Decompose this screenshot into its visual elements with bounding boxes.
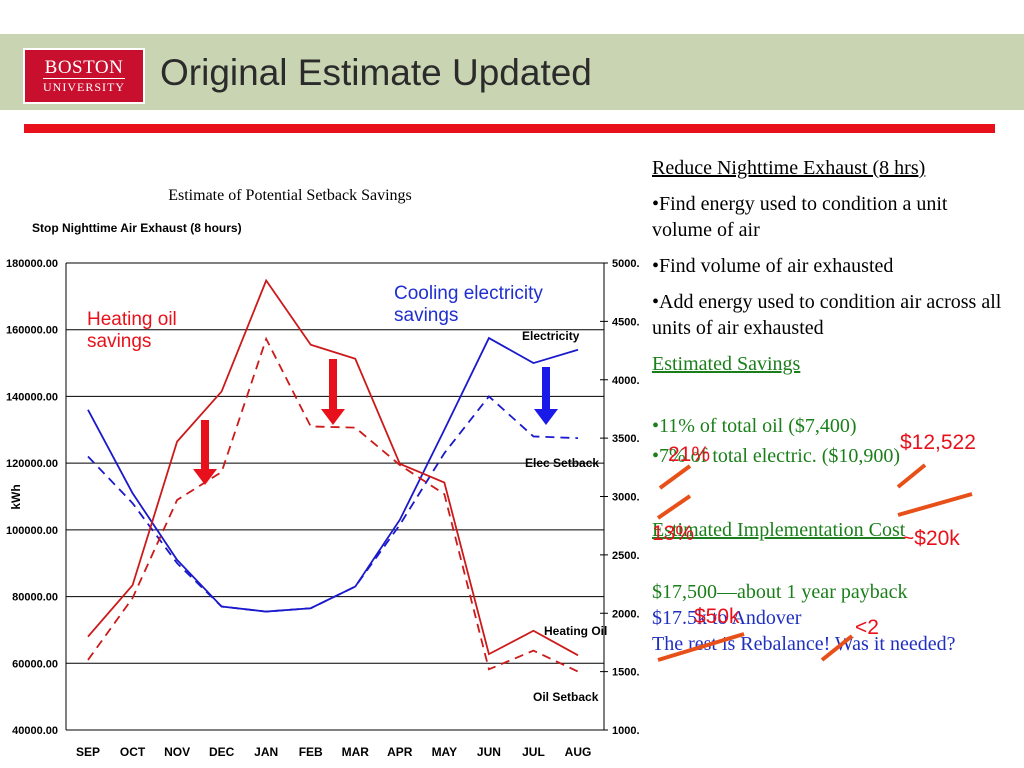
series-line-oil-setback — [87, 336, 579, 673]
y-tick-label: 80000.00 — [12, 592, 58, 604]
y2-tick-label: 4500.00 — [612, 316, 640, 328]
y2-tick-label: 3500.00 — [612, 433, 640, 445]
chart-labels: Stop Nighttime Air Exhaust (8 hours) 1800… — [6, 221, 640, 759]
savings-chart: Stop Nighttime Air Exhaust (8 hours) 1800… — [6, 221, 640, 759]
handwritten-13pct: 13% — [652, 522, 695, 545]
series-line-heating-oil — [87, 278, 579, 657]
header-band — [0, 34, 1024, 110]
series-line-elec-setback — [87, 395, 579, 613]
handwritten-lt2: <2 — [855, 616, 879, 639]
chart-lines — [87, 278, 579, 673]
y-tick-label: 120000.00 — [6, 458, 58, 470]
x-tick-label: MAR — [342, 745, 370, 759]
x-tick-label: NOV — [164, 745, 190, 759]
handwritten-50k: $50k — [694, 605, 740, 628]
x-tick-label: AUG — [565, 745, 592, 759]
bullet-2: •Find volume of air exhausted — [652, 255, 894, 277]
cost-andover: $17.5k to Andover — [652, 607, 802, 629]
heating-arrow-dec-shaft — [201, 420, 209, 471]
y2-tick-label: 3000.00 — [612, 492, 640, 504]
cost-payback: $17,500—about 1 year payback — [652, 581, 908, 603]
chart-title: Estimate of Potential Setback Savings — [168, 187, 412, 204]
y-tick-label: 160000.00 — [6, 325, 58, 337]
cooling-arrow-jul-shaft — [542, 367, 550, 411]
x-tick-label: SEP — [76, 745, 100, 759]
series-label: Heating Oil — [544, 624, 607, 638]
heating-arrow-dec-head — [193, 469, 217, 485]
x-tick-label: DEC — [209, 745, 235, 759]
heating-arrow-feb-head — [321, 409, 345, 425]
heating-arrow-feb-shaft — [329, 359, 337, 411]
y2-tick-label: 5000.00 — [612, 258, 640, 270]
bullet-3: •Add energy used to condition air across… — [652, 291, 1002, 339]
logo-line2: UNIVERSITY — [43, 78, 125, 94]
series-label: Electricity — [522, 329, 580, 343]
y2-tick-label: 2500.00 — [612, 550, 640, 562]
right-text-panel: Reduce Nighttime Exhaust (8 hrs) •Find e… — [652, 155, 1012, 657]
cost-rebalance: The rest is Rebalance! Was it needed? — [652, 633, 956, 655]
red-divider — [24, 124, 995, 133]
y2-tick-label: 1500.00 — [612, 667, 640, 679]
y-tick-label: 100000.00 — [6, 525, 58, 537]
bullet-1: •Find energy used to condition a unit vo… — [652, 193, 948, 241]
y2-tick-label: 1000.00 — [612, 725, 640, 737]
savings-heading: Estimated Savings — [652, 353, 801, 375]
x-tick-label: JAN — [254, 745, 278, 759]
logo-line1: BOSTON — [44, 57, 124, 78]
y2-tick-label: 4000.00 — [612, 375, 640, 387]
exhaust-heading: Reduce Nighttime Exhaust (8 hrs) — [652, 157, 926, 179]
y-tick-label: 60000.00 — [12, 658, 58, 670]
chart-subtitle: Stop Nighttime Air Exhaust (8 hours) — [32, 221, 242, 235]
cost-heading: Estimated Implementation Cost — [652, 519, 906, 541]
x-tick-label: OCT — [120, 745, 146, 759]
chart-axes — [65, 262, 608, 731]
x-tick-label: FEB — [299, 745, 323, 759]
x-tick-label: MAY — [432, 745, 458, 759]
x-tick-label: JUN — [477, 745, 501, 759]
cooling-electricity-savings-label: Cooling electricity savings — [394, 283, 543, 326]
cooling-arrow-jul-head — [534, 409, 558, 425]
savings-electric: •7% of total electric. ($10,900) — [652, 445, 901, 467]
boston-university-logo: BOSTON UNIVERSITY — [23, 48, 145, 104]
y-tick-label: 40000.00 — [12, 725, 58, 737]
x-tick-label: JUL — [522, 745, 545, 759]
handwritten-20k: ~$20k — [902, 527, 960, 550]
y-tick-label: 180000.00 — [6, 258, 58, 270]
handwritten-21pct: 21% — [668, 443, 711, 466]
y-tick-label: 140000.00 — [6, 391, 58, 403]
series-label: Elec Setback — [525, 456, 599, 470]
savings-oil: •11% of total oil ($7,400) — [652, 415, 857, 437]
page-title: Original Estimate Updated — [160, 52, 592, 93]
heating-oil-savings-label: Heating oil savings — [87, 309, 177, 352]
series-label: Oil Setback — [533, 690, 599, 704]
handwritten-12522: $12,522 — [900, 431, 976, 454]
x-tick-label: APR — [387, 745, 413, 759]
y2-tick-label: 2000.00 — [612, 608, 640, 620]
chart-arrows — [193, 359, 558, 485]
y-axis-title: kWh — [9, 484, 23, 509]
